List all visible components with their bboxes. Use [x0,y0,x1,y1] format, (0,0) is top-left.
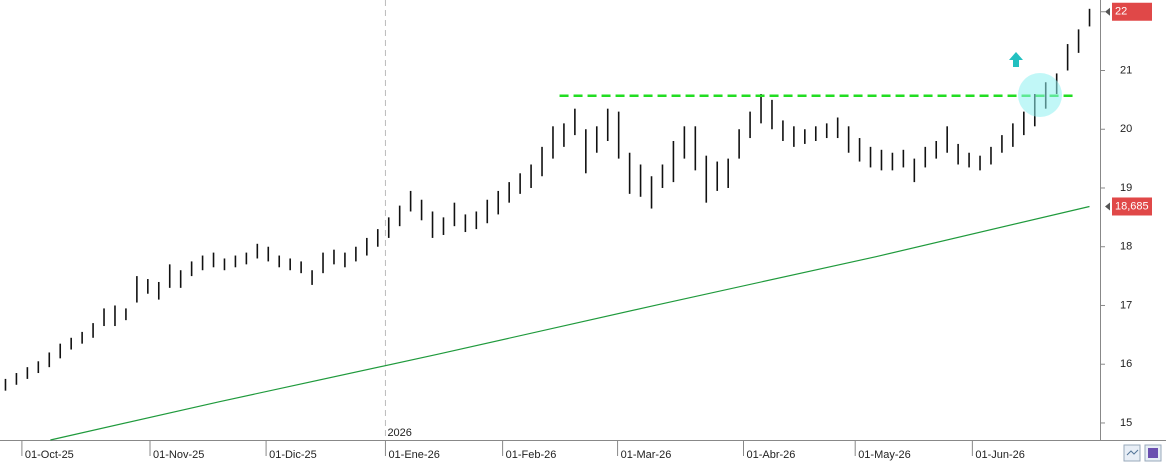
x-tick-label: 01-Feb-26 [506,449,557,461]
zoom-button[interactable] [1123,444,1141,462]
x-tick-label: 01-Ene-26 [388,449,439,461]
save-icon [1148,448,1158,458]
price-marker [1112,197,1152,216]
x-tick-label: 01-Oct-25 [25,449,74,461]
moving-average-line [50,205,1090,441]
breakout-arrow [1009,52,1023,67]
x-tick-label: 01-May-26 [858,449,911,461]
x-tick-label: 01-Dic-25 [269,449,317,461]
x-tick-label: 01-Jun-26 [975,449,1025,461]
marker-pointer [1105,202,1110,211]
year-label: 2026 [387,427,411,439]
y-tick-label: 15 [1120,417,1132,429]
y-tick-label: 21 [1120,64,1132,76]
price-marker [1112,2,1152,21]
breakout-highlight [1018,73,1062,117]
y-tick-label: 19 [1120,182,1132,194]
zoom-icon [1126,449,1139,456]
price-marker-label: 22 [1115,6,1127,18]
marker-pointer [1105,7,1110,16]
price-marker-label: 18,685 [1115,200,1149,212]
x-tick-label: 01-Abr-26 [747,449,796,461]
x-tick-label: 01-Mar-26 [621,449,672,461]
y-tick-label: 20 [1120,123,1132,135]
y-tick-label: 18 [1120,241,1132,253]
x-tick-label: 01-Nov-25 [153,449,204,461]
y-tick-label: 16 [1120,358,1132,370]
y-tick-label: 17 [1120,299,1132,311]
